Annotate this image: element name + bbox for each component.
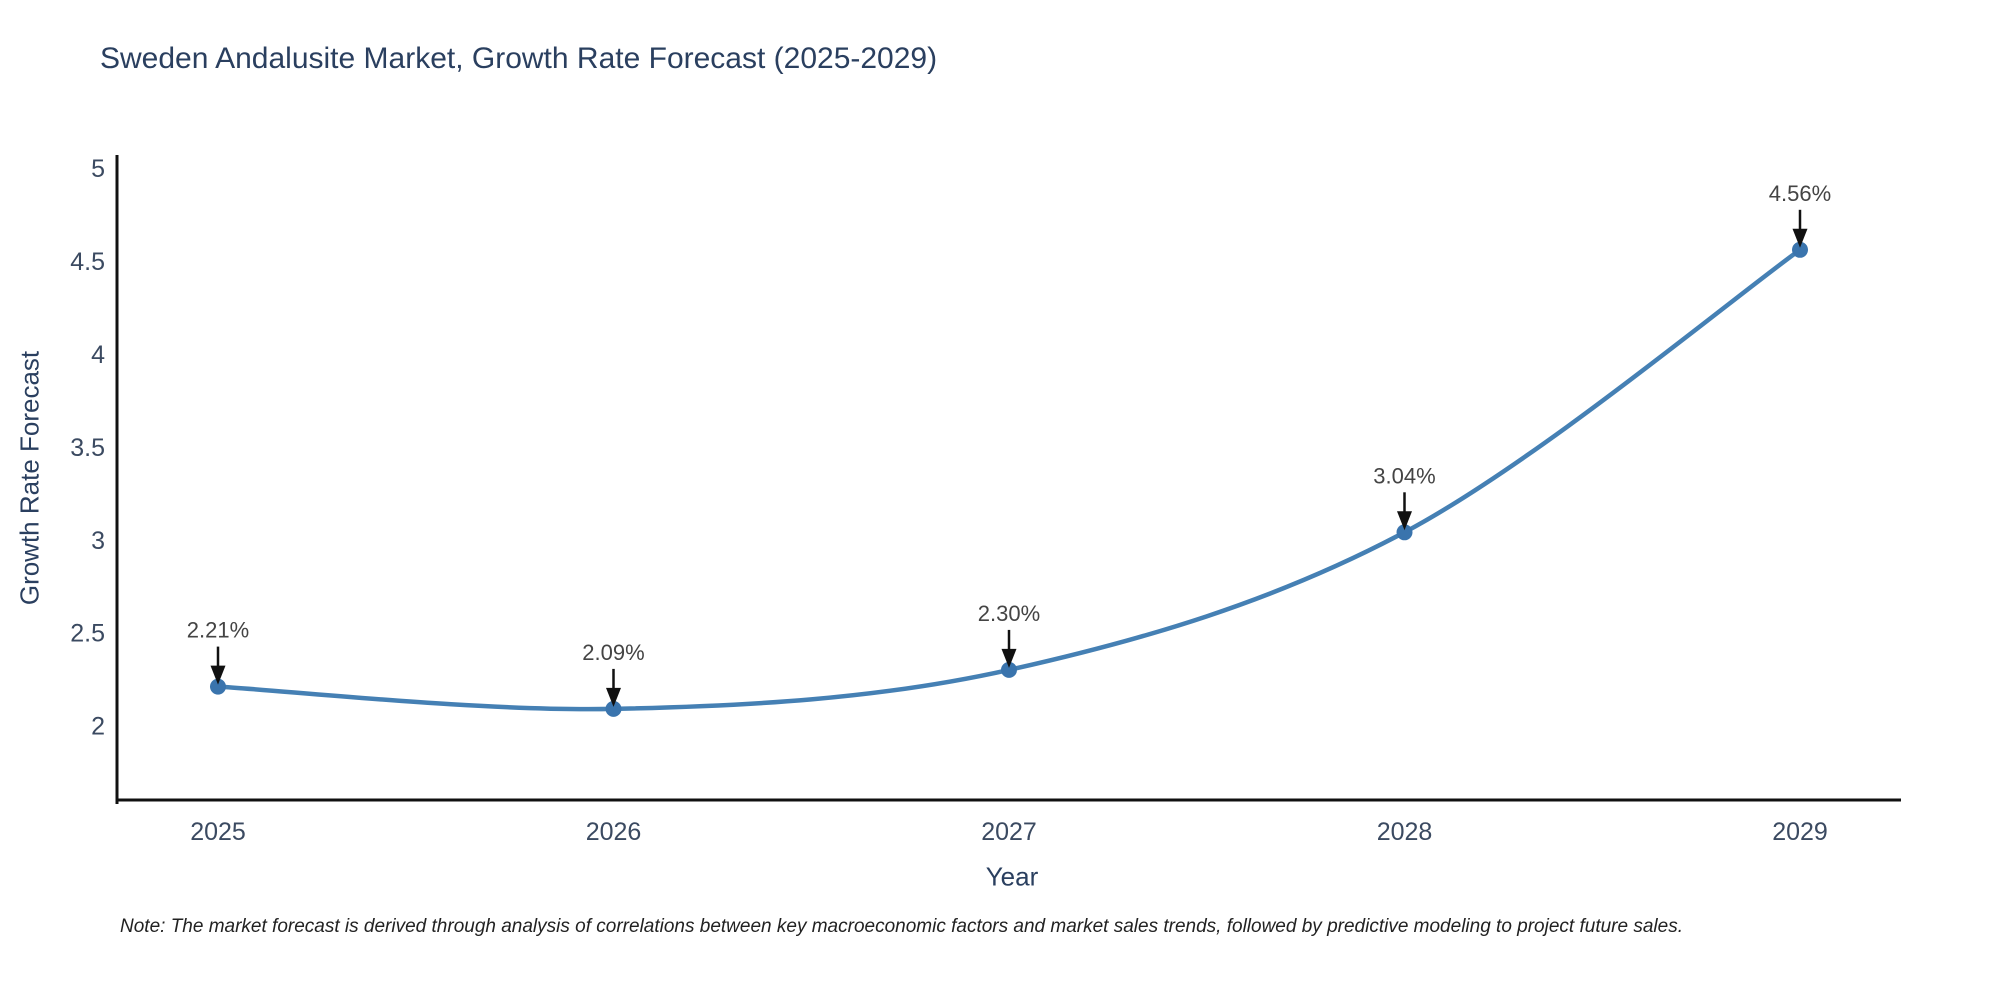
annotation-arrowhead-icon	[1001, 648, 1017, 668]
point-annotation-label: 3.04%	[1373, 463, 1435, 488]
y-tick-label: 2	[91, 713, 105, 741]
data-point-marker[interactable]	[1001, 661, 1017, 678]
point-annotation-label: 2.09%	[582, 640, 644, 665]
x-tick-label: 2026	[586, 818, 642, 846]
x-axis-title: Year	[985, 861, 1039, 892]
point-annotation-label: 2.21%	[187, 618, 249, 643]
forecast-line	[215, 247, 1803, 712]
annotation-arrowhead-icon	[606, 687, 621, 707]
x-tick-label: 2029	[1772, 818, 1828, 846]
y-tick-label: 4	[91, 341, 105, 369]
data-point-marker[interactable]	[1396, 524, 1413, 541]
chart-title: Sweden Andalusite Market, Growth Rate Fo…	[100, 42, 938, 75]
x-tick-label: 2028	[1377, 818, 1433, 846]
point-annotation-label: 4.56%	[1769, 181, 1831, 206]
data-point-marker[interactable]	[605, 700, 622, 717]
y-tick-label: 2.5	[70, 620, 105, 648]
y-tick-label: 5	[91, 155, 105, 183]
y-tick-label: 4.5	[70, 248, 105, 276]
annotation-arrowhead-icon	[1397, 511, 1412, 531]
y-tick-label: 3.5	[70, 434, 105, 462]
data-point-marker[interactable]	[210, 678, 226, 695]
data-point-marker[interactable]	[1792, 241, 1808, 258]
y-tick-label: 3	[91, 527, 105, 555]
chart-note: Note: The market forecast is derived thr…	[120, 916, 1683, 937]
point-annotation-label: 2.30%	[978, 601, 1040, 626]
x-tick-label: 2027	[981, 818, 1037, 846]
x-tick-label: 2025	[190, 818, 246, 846]
annotation-arrowhead-icon	[210, 665, 226, 685]
annotation-arrowhead-icon	[1792, 228, 1808, 248]
